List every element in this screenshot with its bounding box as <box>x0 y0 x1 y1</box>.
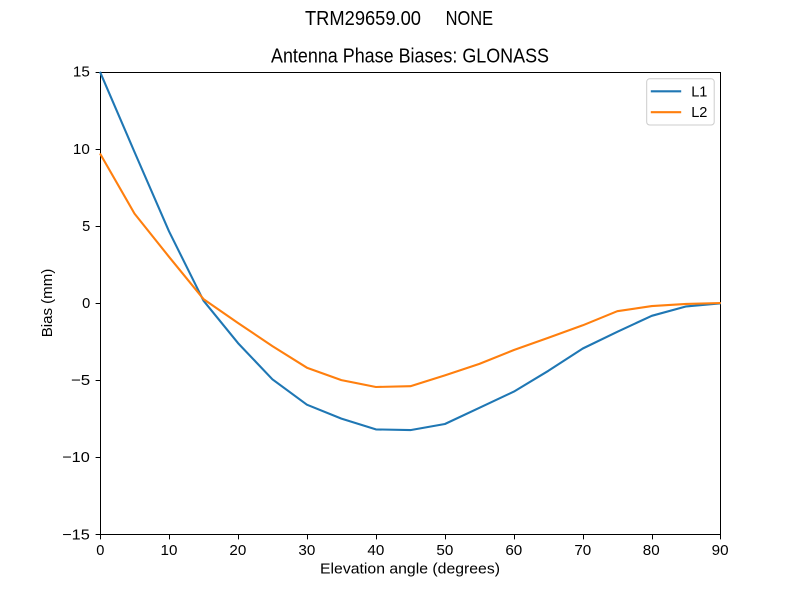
svg-text:−5: −5 <box>71 373 90 389</box>
svg-text:60: 60 <box>505 543 522 559</box>
svg-text:−10: −10 <box>62 450 90 466</box>
svg-text:NONE: NONE <box>446 8 494 30</box>
svg-text:50: 50 <box>436 543 453 559</box>
svg-text:0: 0 <box>96 543 104 559</box>
svg-text:Elevation angle (degrees): Elevation angle (degrees) <box>320 562 500 578</box>
svg-text:90: 90 <box>712 543 729 559</box>
svg-text:80: 80 <box>643 543 660 559</box>
svg-text:L1: L1 <box>691 84 707 100</box>
svg-text:10: 10 <box>161 543 178 559</box>
svg-text:L2: L2 <box>691 105 707 121</box>
svg-text:30: 30 <box>298 543 315 559</box>
svg-text:70: 70 <box>574 543 591 559</box>
svg-text:5: 5 <box>82 219 90 235</box>
svg-text:0: 0 <box>82 296 90 312</box>
svg-text:Antenna Phase Biases: GLONASS: Antenna Phase Biases: GLONASS <box>271 46 549 68</box>
svg-text:Bias (mm): Bias (mm) <box>40 269 56 338</box>
svg-text:15: 15 <box>73 65 90 81</box>
svg-text:20: 20 <box>229 543 246 559</box>
svg-text:40: 40 <box>367 543 384 559</box>
svg-text:TRM29659.00: TRM29659.00 <box>305 8 421 30</box>
svg-text:10: 10 <box>73 142 90 158</box>
svg-text:−15: −15 <box>62 527 90 543</box>
